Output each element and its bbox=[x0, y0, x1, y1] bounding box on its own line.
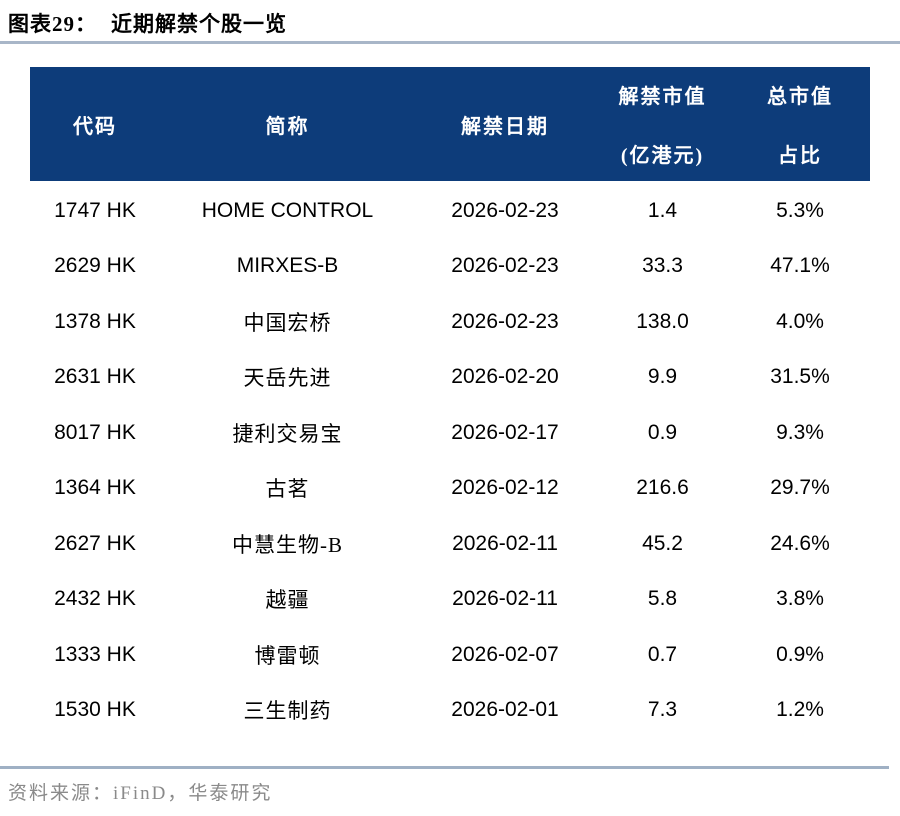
cell-pct: 47.1% bbox=[770, 254, 830, 278]
cell-unlock-cap: 0.9 bbox=[647, 420, 678, 444]
cell-code: 2631 HK bbox=[54, 365, 136, 389]
column-header-date: 解禁日期 bbox=[461, 115, 549, 138]
cell-code: 1333 HK bbox=[54, 642, 136, 666]
cell-code: 2432 HK bbox=[54, 587, 136, 611]
column-header-name: 简称 bbox=[265, 115, 310, 138]
cell-date: 2026-02-23 bbox=[451, 198, 559, 222]
cell-name: HOME CONTROL bbox=[201, 198, 374, 222]
cell-unlock-cap: 216.6 bbox=[636, 476, 689, 500]
table-body: 1747 HK HOME CONTROL 2026-02-23 1.4 5.3% 2629… bbox=[30, 181, 870, 738]
table-row: 2627 HK 中慧生物-B 2026-02-11 45.2 24.6% bbox=[30, 516, 870, 572]
cell-date: 2026-02-01 bbox=[451, 698, 559, 722]
cell-date: 2026-02-07 bbox=[451, 642, 559, 666]
table-row: 1333 HK 博雷顿 2026-02-07 0.7 0.9% bbox=[30, 627, 870, 683]
cell-code: 1530 HK bbox=[54, 698, 136, 722]
cell-pct: 0.9% bbox=[776, 642, 824, 666]
cell-unlock-cap: 0.7 bbox=[647, 642, 678, 666]
cell-unlock-cap: 5.8 bbox=[647, 587, 678, 611]
cell-unlock-cap: 1.4 bbox=[647, 198, 678, 222]
cell-name: 三生制药 bbox=[243, 699, 332, 724]
source-divider bbox=[0, 766, 889, 769]
cell-code: 1364 HK bbox=[54, 476, 136, 500]
cell-code: 2629 HK bbox=[54, 254, 136, 278]
figure-label: 图表29： bbox=[8, 12, 97, 36]
column-header-pct: 总市值 占比 bbox=[767, 86, 833, 167]
cell-name: 博雷顿 bbox=[254, 643, 321, 668]
cell-unlock-cap: 9.9 bbox=[647, 365, 678, 389]
title-divider bbox=[0, 41, 900, 44]
cell-name: 越疆 bbox=[265, 588, 310, 613]
table-row: 1530 HK 三生制药 2026-02-01 7.3 1.2% bbox=[30, 683, 870, 739]
cell-date: 2026-02-11 bbox=[452, 587, 558, 611]
cell-name: 捷利交易宝 bbox=[232, 421, 343, 446]
cell-code: 1747 HK bbox=[54, 198, 136, 222]
cell-name: 天岳先进 bbox=[243, 366, 332, 391]
unlock-stocks-table: 代码 简称 解禁日期 解禁市值 (亿港元) 总市值 占比 1747 HK HOME… bbox=[30, 67, 870, 738]
table-row: 2631 HK 天岳先进 2026-02-20 9.9 31.5% bbox=[30, 350, 870, 406]
cell-name: 中慧生物-B bbox=[232, 532, 343, 557]
cell-name: MIRXES-B bbox=[236, 254, 339, 278]
cell-date: 2026-02-12 bbox=[451, 476, 559, 500]
table-row: 2629 HK MIRXES-B 2026-02-23 33.3 47.1% bbox=[30, 239, 870, 295]
cell-name: 古茗 bbox=[265, 477, 310, 502]
source-note: 资料来源：iFinD，华泰研究 bbox=[8, 783, 273, 804]
table-row: 1747 HK HOME CONTROL 2026-02-23 1.4 5.3% bbox=[30, 183, 870, 239]
cell-unlock-cap: 138.0 bbox=[636, 309, 689, 333]
cell-pct: 31.5% bbox=[770, 365, 830, 389]
figure-title: 图表29： 近期解禁个股一览 bbox=[8, 8, 287, 38]
figure-title-text: 近期解禁个股一览 bbox=[111, 12, 287, 36]
cell-date: 2026-02-20 bbox=[451, 365, 559, 389]
column-header-code: 代码 bbox=[73, 115, 117, 138]
cell-pct: 9.3% bbox=[776, 420, 824, 444]
cell-code: 8017 HK bbox=[54, 420, 136, 444]
cell-unlock-cap: 7.3 bbox=[647, 698, 678, 722]
cell-pct: 1.2% bbox=[776, 698, 824, 722]
cell-pct: 4.0% bbox=[776, 309, 824, 333]
cell-pct: 29.7% bbox=[770, 476, 830, 500]
column-header-unlock-cap: 解禁市值 (亿港元) bbox=[618, 86, 707, 167]
cell-pct: 5.3% bbox=[776, 198, 824, 222]
cell-date: 2026-02-23 bbox=[451, 309, 559, 333]
table-header-row: 代码 简称 解禁日期 解禁市值 (亿港元) 总市值 占比 bbox=[30, 67, 870, 181]
cell-date: 2026-02-23 bbox=[451, 254, 559, 278]
cell-unlock-cap: 33.3 bbox=[642, 254, 683, 278]
cell-pct: 3.8% bbox=[776, 587, 824, 611]
table-row: 1364 HK 古茗 2026-02-12 216.6 29.7% bbox=[30, 461, 870, 517]
table-row: 2432 HK 越疆 2026-02-11 5.8 3.8% bbox=[30, 572, 870, 628]
cell-date: 2026-02-17 bbox=[451, 420, 559, 444]
cell-date: 2026-02-11 bbox=[452, 531, 558, 555]
table-row: 8017 HK 捷利交易宝 2026-02-17 0.9 9.3% bbox=[30, 405, 870, 461]
cell-code: 2627 HK bbox=[54, 531, 136, 555]
cell-unlock-cap: 45.2 bbox=[642, 531, 683, 555]
table-row: 1378 HK 中国宏桥 2026-02-23 138.0 4.0% bbox=[30, 294, 870, 350]
cell-name: 中国宏桥 bbox=[243, 310, 332, 335]
cell-code: 1378 HK bbox=[54, 309, 136, 333]
cell-pct: 24.6% bbox=[770, 531, 830, 555]
